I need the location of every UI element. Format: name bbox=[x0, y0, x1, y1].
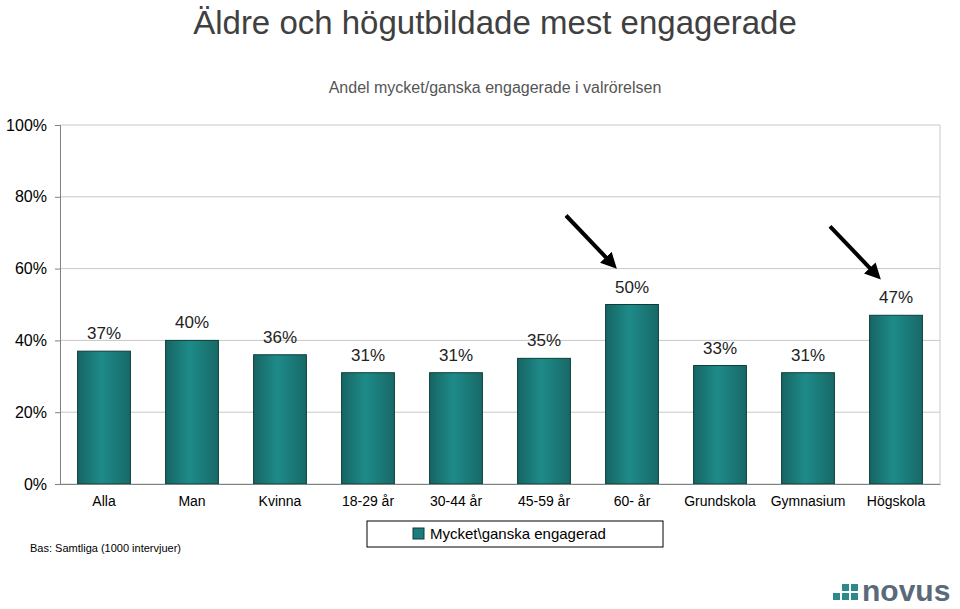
arrow bbox=[830, 226, 872, 270]
legend-box bbox=[367, 521, 663, 547]
x-tick: 30-44 år bbox=[430, 493, 482, 509]
bar bbox=[518, 358, 571, 484]
grid-line bbox=[60, 268, 940, 269]
y-tick: 20% bbox=[15, 404, 60, 421]
y-tick-mark bbox=[55, 412, 60, 413]
grid-line bbox=[60, 125, 940, 126]
data-label: 33% bbox=[703, 339, 737, 358]
x-tick-label: 18-29 år bbox=[342, 493, 394, 509]
y-tick-mark bbox=[55, 269, 60, 270]
x-tick: 18-29 år bbox=[342, 493, 394, 509]
bar bbox=[694, 366, 747, 484]
y-tick-mark bbox=[55, 484, 60, 485]
logo-square bbox=[842, 593, 849, 600]
x-tick-label: Alla bbox=[92, 493, 116, 509]
y-tick-mark bbox=[55, 197, 60, 198]
x-tick: Kvinna bbox=[259, 493, 302, 509]
x-tick-label: 45-59 år bbox=[518, 493, 570, 509]
x-axis: Alla Man Kvinna 18-29 år 30-44 år 45-59 år 60-… bbox=[61, 485, 941, 509]
x-axis-line bbox=[61, 484, 941, 485]
bar bbox=[782, 373, 835, 484]
data-label: 40% bbox=[175, 313, 209, 332]
bar bbox=[254, 355, 307, 484]
logo-square bbox=[851, 584, 858, 591]
bar bbox=[430, 373, 483, 484]
data-label: 37% bbox=[87, 324, 121, 343]
y-axis: 0% 20% 40% 60% 80% 100% bbox=[6, 117, 60, 493]
y-tick: 0% bbox=[24, 476, 60, 493]
footnote: Bas: Samtliga (1000 intervjuer) bbox=[30, 542, 181, 554]
title: Äldre och högutbildade mest engagerade bbox=[193, 4, 797, 41]
legend-label: Mycket\ganska engagerad bbox=[430, 525, 606, 542]
logo-square bbox=[833, 593, 840, 600]
x-tick-label: 30-44 år bbox=[430, 493, 482, 509]
x-tick-label: Gymnasium bbox=[771, 493, 846, 509]
legend-swatch bbox=[413, 528, 424, 539]
logo-square bbox=[851, 593, 858, 600]
x-tick-label: Kvinna bbox=[259, 493, 302, 509]
logo: novus bbox=[833, 574, 950, 607]
x-tick-label: Grundskola bbox=[684, 493, 756, 509]
bars bbox=[78, 305, 923, 485]
data-label: 31% bbox=[439, 346, 473, 365]
x-tick-label: Man bbox=[178, 493, 205, 509]
x-tick-label: Högskola bbox=[867, 493, 926, 509]
x-tick: Grundskola bbox=[684, 493, 756, 509]
grid-line bbox=[60, 196, 940, 197]
y-tick: 100% bbox=[6, 117, 60, 134]
x-tick-label: 60- år bbox=[614, 493, 651, 509]
legend: Mycket\ganska engagerad bbox=[367, 521, 663, 547]
y-tick: 80% bbox=[15, 188, 60, 205]
y-axis-line bbox=[55, 126, 61, 485]
x-tick: Gymnasium bbox=[771, 493, 846, 509]
data-label: 50% bbox=[615, 278, 649, 297]
x-tick: Högskola bbox=[867, 493, 926, 509]
data-label: 35% bbox=[527, 331, 561, 350]
chart: Äldre och högutbildade mest engagerade An… bbox=[0, 0, 960, 609]
y-tick: 60% bbox=[15, 260, 60, 277]
y-tick-label: 100% bbox=[6, 117, 47, 134]
y-tick: 40% bbox=[15, 332, 60, 349]
logo-square bbox=[842, 584, 849, 591]
data-label: 31% bbox=[791, 346, 825, 365]
x-tick: Man bbox=[178, 493, 205, 509]
x-tick: 60- år bbox=[614, 493, 651, 509]
data-label: 47% bbox=[879, 288, 913, 307]
data-label: 36% bbox=[263, 328, 297, 347]
y-tick-mark bbox=[55, 340, 60, 341]
arrow bbox=[566, 216, 608, 260]
y-tick-label: 20% bbox=[15, 404, 47, 421]
y-tick-label: 60% bbox=[15, 260, 47, 277]
bar bbox=[870, 315, 923, 484]
subtitle: Andel mycket/ganska engagerade i valröre… bbox=[329, 79, 662, 96]
bar bbox=[606, 305, 659, 485]
x-tick: 45-59 år bbox=[518, 493, 570, 509]
y-tick-label: 80% bbox=[15, 188, 47, 205]
bar bbox=[166, 340, 219, 484]
grid bbox=[60, 125, 940, 484]
arrows bbox=[566, 216, 872, 271]
y-tick-mark bbox=[55, 125, 60, 126]
y-tick-label: 0% bbox=[24, 476, 47, 493]
bar bbox=[342, 373, 395, 484]
data-labels: 37% 40% 36% 31% 31% 35% 50% 33% 31% 47% bbox=[87, 278, 913, 365]
y-tick-label: 40% bbox=[15, 332, 47, 349]
x-tick: Alla bbox=[92, 493, 116, 509]
bar bbox=[78, 351, 131, 484]
logo-text: novus bbox=[862, 574, 950, 607]
plot-frame-right bbox=[940, 125, 941, 484]
data-label: 31% bbox=[351, 346, 385, 365]
